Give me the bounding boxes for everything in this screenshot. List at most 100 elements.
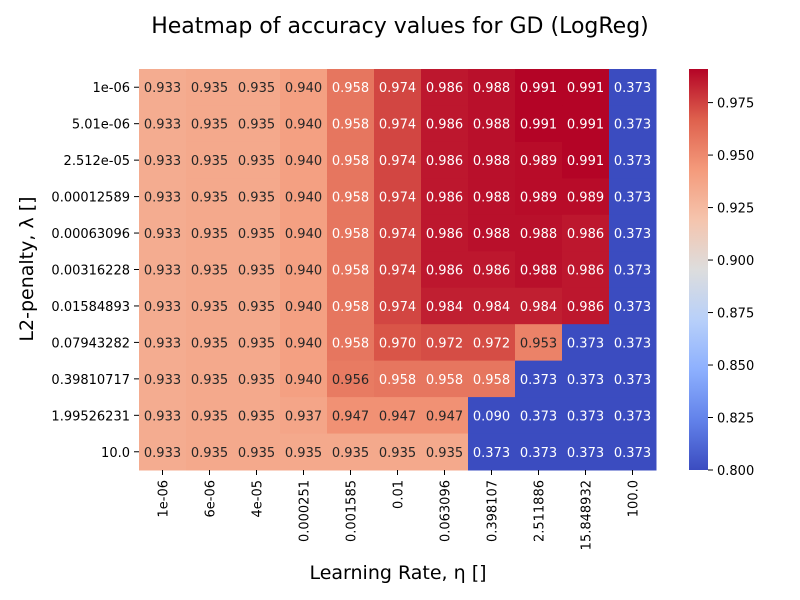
cell-value-label: 0.940 xyxy=(285,81,322,96)
heatmap-cell xyxy=(609,141,657,179)
cell-value-label: 0.933 xyxy=(144,300,181,315)
cell-value-label: 0.991 xyxy=(567,154,604,169)
x-tick-label: 6e-06 xyxy=(204,480,219,518)
cell-value-label: 0.988 xyxy=(520,227,557,242)
heatmap-cell xyxy=(280,69,328,106)
cell-value-label: 0.373 xyxy=(614,191,651,206)
y-tick-label: 2.512e-05 xyxy=(64,154,130,169)
cell-value-label: 0.984 xyxy=(426,300,463,315)
heatmap-cell xyxy=(233,324,281,362)
cell-value-label: 0.991 xyxy=(520,81,557,96)
x-tick-label: 0.000251 xyxy=(298,480,313,542)
cell-value-label: 0.989 xyxy=(520,154,557,169)
y-axis-label: L2-penalty, λ [] xyxy=(16,196,38,341)
cell-value-label: 0.373 xyxy=(614,227,651,242)
heatmap-cell xyxy=(186,141,234,179)
cell-value-label: 0.988 xyxy=(473,191,510,206)
heatmap-cell xyxy=(609,433,657,471)
x-axis-label: Learning Rate, η [] xyxy=(309,562,486,584)
cell-value-label: 0.940 xyxy=(285,336,322,351)
cell-value-label: 0.373 xyxy=(614,373,651,388)
colorbar-tick-label: 0.875 xyxy=(717,307,754,322)
heatmap-cell xyxy=(233,141,281,179)
cell-value-label: 0.935 xyxy=(238,409,275,424)
cell-value-label: 0.933 xyxy=(144,264,181,279)
cell-value-label: 0.986 xyxy=(567,227,604,242)
heatmap-cell xyxy=(374,433,422,471)
cell-value-label: 0.958 xyxy=(332,118,369,133)
heatmap-cell xyxy=(468,360,516,398)
cell-value-label: 0.947 xyxy=(332,409,369,424)
cell-value-label: 0.373 xyxy=(614,336,651,351)
heatmap-cell xyxy=(515,433,563,471)
cell-value-label: 0.935 xyxy=(238,191,275,206)
cell-value-label: 0.373 xyxy=(520,446,557,461)
cell-value-label: 0.935 xyxy=(191,446,228,461)
cell-value-label: 0.373 xyxy=(473,446,510,461)
cell-value-label: 0.933 xyxy=(144,154,181,169)
cell-value-label: 0.989 xyxy=(567,191,604,206)
cell-value-label: 0.933 xyxy=(144,81,181,96)
heatmap-cell xyxy=(468,214,516,252)
cell-value-label: 0.974 xyxy=(379,227,416,242)
cell-value-label: 0.373 xyxy=(520,373,557,388)
cell-value-label: 0.940 xyxy=(285,300,322,315)
heatmap-cell xyxy=(515,251,563,289)
heatmap-cell xyxy=(515,397,563,435)
heatmap-cell xyxy=(374,178,422,216)
cell-value-label: 0.984 xyxy=(473,300,510,315)
heatmap-cell xyxy=(515,324,563,362)
cell-value-label: 0.935 xyxy=(238,300,275,315)
cell-value-label: 0.974 xyxy=(379,300,416,315)
cell-value-label: 0.933 xyxy=(144,227,181,242)
colorbar-tick-label: 0.925 xyxy=(717,202,754,217)
heatmap-cell xyxy=(233,397,281,435)
heatmap-cell xyxy=(468,397,516,435)
heatmap-cell xyxy=(186,178,234,216)
heatmap-cell xyxy=(421,433,469,471)
cell-value-label: 0.958 xyxy=(426,373,463,388)
y-tick-label: 1.99526231 xyxy=(51,409,130,424)
cell-value-label: 0.958 xyxy=(332,154,369,169)
cell-value-label: 0.373 xyxy=(614,446,651,461)
cell-value-label: 0.958 xyxy=(379,373,416,388)
cell-value-label: 0.988 xyxy=(473,154,510,169)
cell-value-label: 0.988 xyxy=(473,81,510,96)
cell-value-label: 0.933 xyxy=(144,336,181,351)
heatmap-cell xyxy=(327,360,375,398)
y-axis-ticks: 1e-06 5.01e-06 2.512e-05 0.00012589 0.000630… xyxy=(51,81,139,461)
heatmap-cell xyxy=(233,105,281,143)
heatmap-cell xyxy=(327,397,375,435)
cell-value-label: 0.933 xyxy=(144,446,181,461)
cell-value-label: 0.933 xyxy=(144,373,181,388)
cell-value-label: 0.984 xyxy=(520,300,557,315)
cell-value-label: 0.373 xyxy=(614,154,651,169)
cell-value-label: 0.974 xyxy=(379,81,416,96)
heatmap-cell xyxy=(139,397,187,435)
cell-value-label: 0.988 xyxy=(473,227,510,242)
heatmap-cell xyxy=(515,105,563,143)
cell-value-label: 0.373 xyxy=(614,81,651,96)
colorbar-ticks: 0.800 0.825 0.850 0.875 0.900 0.925 0.950 0.975 xyxy=(708,97,754,479)
cell-value-label: 0.935 xyxy=(191,191,228,206)
cell-value-label: 0.935 xyxy=(191,300,228,315)
x-tick-label: 0.01 xyxy=(392,480,407,509)
cell-value-label: 0.937 xyxy=(285,409,322,424)
cell-value-label: 0.958 xyxy=(332,191,369,206)
heatmap-cell xyxy=(468,324,516,362)
x-axis-ticks: 1e-06 6e-06 4e-05 0.000251 0.001585 0.01 0.063… xyxy=(157,470,642,550)
heatmap-cell xyxy=(515,69,563,106)
heatmap-cell xyxy=(515,178,563,216)
cell-value-label: 0.988 xyxy=(473,118,510,133)
heatmap-cell xyxy=(468,105,516,143)
x-tick-label: 0.398107 xyxy=(486,480,501,542)
cell-value-label: 0.986 xyxy=(426,191,463,206)
cell-value-label: 0.935 xyxy=(191,409,228,424)
heatmap-cell xyxy=(327,105,375,143)
heatmap-cell xyxy=(609,287,657,325)
heatmap-cell xyxy=(280,433,328,471)
cell-value-label: 0.940 xyxy=(285,154,322,169)
heatmap-cell xyxy=(468,287,516,325)
heatmap-cell xyxy=(139,287,187,325)
cell-value-label: 0.935 xyxy=(238,227,275,242)
